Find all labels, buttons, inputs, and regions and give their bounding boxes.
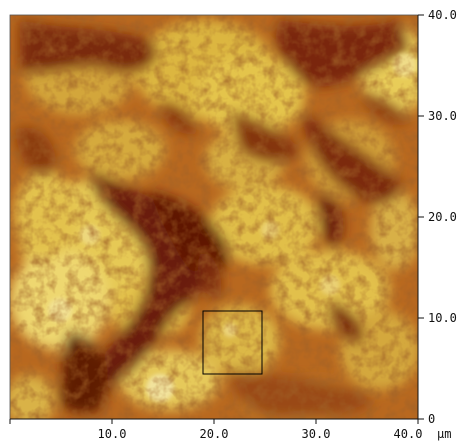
y-tick-label: 20.0 (428, 210, 457, 224)
y-tick-label: 0 (428, 412, 435, 426)
x-tick-label: 20.0 (200, 427, 229, 441)
x-tick-label: 30.0 (302, 427, 331, 441)
y-axis: 40.0 30.0 20.0 10.0 0 (417, 8, 457, 426)
x-unit-label: µm (437, 427, 451, 441)
x-axis: 10.0 20.0 30.0 40.0 µm (9, 418, 451, 441)
y-tick-label: 40.0 (428, 8, 457, 22)
topography-image (10, 15, 418, 419)
y-tick-label: 30.0 (428, 109, 457, 123)
x-tick-label: 40.0 (394, 427, 423, 441)
selection-box[interactable] (202, 310, 263, 375)
x-tick-label: 10.0 (98, 427, 127, 441)
y-tick-label: 10.0 (428, 311, 457, 325)
